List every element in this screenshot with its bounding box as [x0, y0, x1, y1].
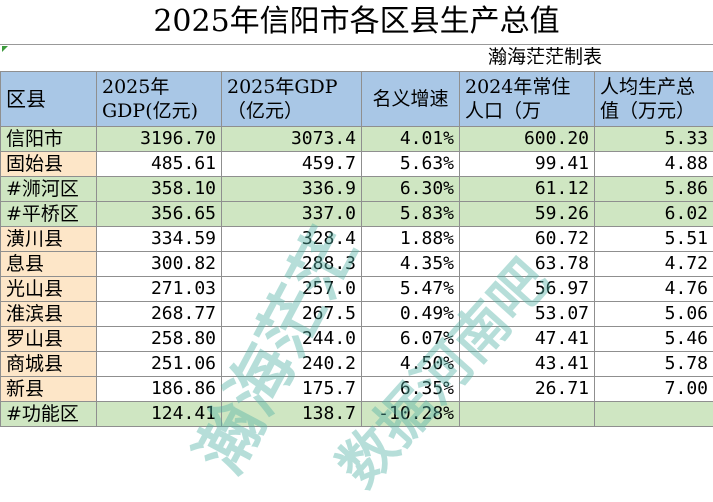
- header-growth: 名义增速: [362, 72, 460, 127]
- gdp-b-cell: 138.7: [222, 402, 362, 427]
- per-capita-cell: 7.00: [595, 377, 713, 402]
- per-capita-cell: [595, 402, 713, 427]
- corner-mark-icon: [2, 46, 8, 52]
- population-cell: 26.71: [460, 377, 595, 402]
- growth-cell: 6.07%: [362, 327, 460, 352]
- gdp-a-cell: 124.41: [97, 402, 222, 427]
- gdp-a-cell: 485.61: [97, 152, 222, 177]
- gdp-a-cell: 334.59: [97, 227, 222, 252]
- district-cell: 固始县: [1, 152, 97, 177]
- gdp-a-cell: 251.06: [97, 352, 222, 377]
- population-cell: 43.41: [460, 352, 595, 377]
- district-cell: 淮滨县: [1, 302, 97, 327]
- gdp-b-cell: 288.3: [222, 252, 362, 277]
- gdp-a-cell: 358.10: [97, 177, 222, 202]
- growth-cell: 4.50%: [362, 352, 460, 377]
- district-cell: #浉河区: [1, 177, 97, 202]
- population-cell: 47.41: [460, 327, 595, 352]
- growth-cell: 0.49%: [362, 302, 460, 327]
- gdp-a-cell: 300.82: [97, 252, 222, 277]
- district-cell: 新县: [1, 377, 97, 402]
- per-capita-cell: 5.33: [595, 127, 713, 152]
- author-label: 瀚海茫茫制表: [488, 44, 602, 71]
- gdp-b-cell: 336.9: [222, 177, 362, 202]
- page-title: 2025年信阳市各区县生产总值: [0, 0, 713, 45]
- gdp-a-cell: 3196.70: [97, 127, 222, 152]
- per-capita-cell: 5.78: [595, 352, 713, 377]
- growth-cell: 4.35%: [362, 252, 460, 277]
- header-gdp-2025-a: 2025年GDP(亿元): [97, 72, 222, 127]
- gdp-a-cell: 271.03: [97, 277, 222, 302]
- gdp-b-cell: 267.5: [222, 302, 362, 327]
- gdp-a-cell: 258.80: [97, 327, 222, 352]
- growth-cell: 1.88%: [362, 227, 460, 252]
- growth-cell: 6.35%: [362, 377, 460, 402]
- growth-cell: 5.63%: [362, 152, 460, 177]
- population-cell: 60.72: [460, 227, 595, 252]
- population-cell: 59.26: [460, 202, 595, 227]
- gdp-b-cell: 240.2: [222, 352, 362, 377]
- growth-cell: 5.83%: [362, 202, 460, 227]
- district-cell: 光山县: [1, 277, 97, 302]
- growth-cell: -10.28%: [362, 402, 460, 427]
- gdp-b-cell: 459.7: [222, 152, 362, 177]
- population-cell: [460, 402, 595, 427]
- per-capita-cell: 5.51: [595, 227, 713, 252]
- header-gdp-2025-b: 2025年GDP（亿元）: [222, 72, 362, 127]
- gdp-a-cell: 186.86: [97, 377, 222, 402]
- growth-cell: 4.01%: [362, 127, 460, 152]
- header-row: 区县 2025年GDP(亿元) 2025年GDP（亿元） 名义增速 2024年常…: [1, 72, 713, 127]
- gdp-b-cell: 175.7: [222, 377, 362, 402]
- district-cell: 潢川县: [1, 227, 97, 252]
- per-capita-cell: 5.86: [595, 177, 713, 202]
- population-cell: 99.41: [460, 152, 595, 177]
- per-capita-cell: 4.72: [595, 252, 713, 277]
- gdp-b-cell: 257.0: [222, 277, 362, 302]
- district-cell: 商城县: [1, 352, 97, 377]
- header-district: 区县: [1, 72, 97, 127]
- per-capita-cell: 4.88: [595, 152, 713, 177]
- growth-cell: 6.30%: [362, 177, 460, 202]
- district-cell: #平桥区: [1, 202, 97, 227]
- population-cell: 53.07: [460, 302, 595, 327]
- population-cell: 63.78: [460, 252, 595, 277]
- district-cell: #功能区: [1, 402, 97, 427]
- population-cell: 61.12: [460, 177, 595, 202]
- gdp-a-cell: 356.65: [97, 202, 222, 227]
- gdp-b-cell: 244.0: [222, 327, 362, 352]
- gdp-a-cell: 268.77: [97, 302, 222, 327]
- header-per-capita: 人均生产总值（万元）: [595, 72, 713, 127]
- district-cell: 息县: [1, 252, 97, 277]
- district-cell: 罗山县: [1, 327, 97, 352]
- gdp-b-cell: 337.0: [222, 202, 362, 227]
- per-capita-cell: 5.46: [595, 327, 713, 352]
- district-cell: 信阳市: [1, 127, 97, 152]
- population-cell: 600.20: [460, 127, 595, 152]
- per-capita-cell: 6.02: [595, 202, 713, 227]
- gdp-table: 区县 2025年GDP(亿元) 2025年GDP（亿元） 名义增速 2024年常…: [0, 71, 713, 427]
- subtitle-bar: 瀚海茫茫制表: [0, 44, 713, 72]
- growth-cell: 5.47%: [362, 277, 460, 302]
- gdp-b-cell: 3073.4: [222, 127, 362, 152]
- population-cell: 56.97: [460, 277, 595, 302]
- per-capita-cell: 4.76: [595, 277, 713, 302]
- header-population: 2024年常住人口（万: [460, 72, 595, 127]
- per-capita-cell: 5.06: [595, 302, 713, 327]
- gdp-b-cell: 328.4: [222, 227, 362, 252]
